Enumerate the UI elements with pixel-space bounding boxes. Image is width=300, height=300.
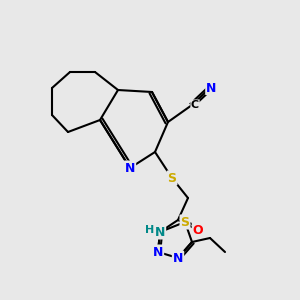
Text: N: N — [155, 226, 165, 238]
Text: C: C — [191, 100, 199, 110]
Text: N: N — [125, 161, 135, 175]
Text: S: S — [181, 215, 190, 229]
Text: N: N — [206, 82, 216, 94]
Text: S: S — [167, 172, 176, 184]
Text: O: O — [193, 224, 203, 236]
Text: N: N — [153, 245, 163, 259]
Text: N: N — [173, 251, 183, 265]
Text: H: H — [146, 225, 154, 235]
